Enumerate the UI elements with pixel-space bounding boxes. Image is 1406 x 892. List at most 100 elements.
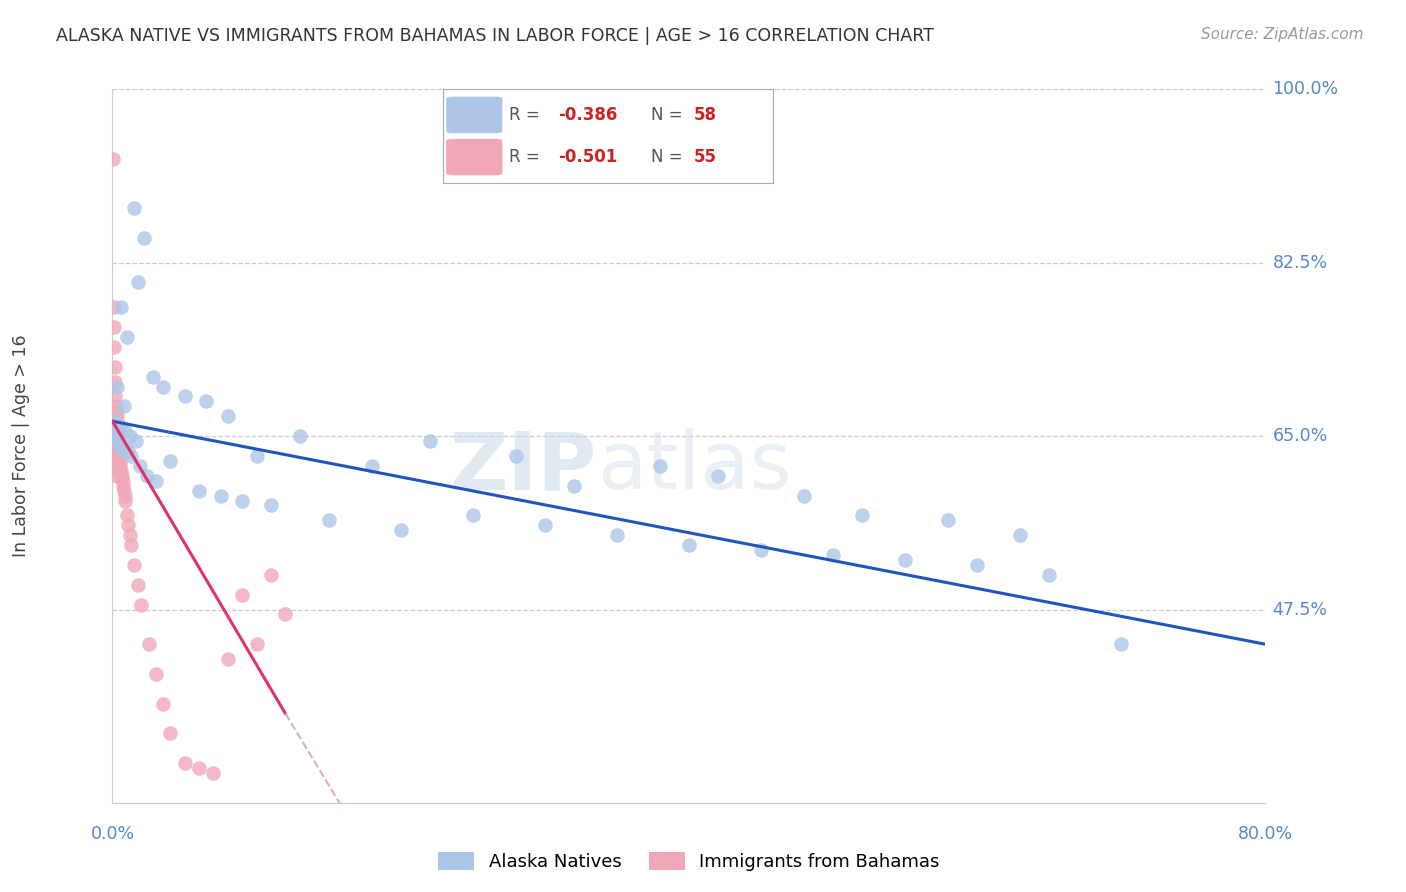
Point	[202, 766, 225, 780]
Point	[114, 489, 136, 503]
Point	[112, 400, 135, 414]
Point	[108, 449, 131, 463]
Point	[231, 493, 253, 508]
Point	[145, 667, 167, 681]
Point	[966, 558, 988, 572]
Text: 65.0%: 65.0%	[1272, 427, 1327, 445]
Point	[152, 379, 174, 393]
Point	[136, 468, 159, 483]
Point	[107, 424, 129, 438]
Text: N =: N =	[651, 148, 688, 166]
Point	[894, 553, 917, 567]
Point	[461, 508, 484, 523]
Point	[104, 359, 127, 374]
Point	[821, 548, 844, 562]
Point	[231, 588, 253, 602]
Point	[105, 419, 128, 434]
Point	[678, 538, 700, 552]
Point	[188, 483, 211, 498]
Point	[111, 468, 134, 483]
Point	[105, 414, 128, 428]
Point	[115, 330, 138, 344]
Point	[111, 439, 134, 453]
Point	[122, 558, 145, 572]
Point	[110, 464, 132, 478]
Point	[648, 458, 672, 473]
Text: -0.501: -0.501	[558, 148, 617, 166]
Point	[505, 449, 527, 463]
Point	[389, 523, 412, 537]
Text: 0.0%: 0.0%	[90, 825, 135, 843]
Legend: Alaska Natives, Immigrants from Bahamas: Alaska Natives, Immigrants from Bahamas	[432, 845, 946, 879]
Text: 55: 55	[695, 148, 717, 166]
FancyBboxPatch shape	[446, 139, 502, 176]
Point	[118, 528, 141, 542]
Point	[419, 434, 441, 448]
Point	[793, 489, 815, 503]
Point	[103, 152, 125, 166]
Point	[114, 424, 136, 438]
Point	[1010, 528, 1032, 542]
Point	[117, 518, 139, 533]
Point	[104, 454, 127, 468]
Point	[103, 340, 125, 354]
Point	[104, 458, 127, 473]
Point	[245, 637, 267, 651]
Point	[360, 458, 382, 473]
Point	[142, 369, 165, 384]
Point	[105, 464, 128, 478]
Point	[159, 726, 181, 740]
Text: 100.0%: 100.0%	[1272, 80, 1339, 98]
Point	[606, 528, 628, 542]
Point	[936, 513, 959, 527]
Point	[107, 434, 129, 448]
Point	[105, 379, 128, 393]
Text: 58: 58	[695, 106, 717, 124]
Point	[288, 429, 311, 443]
Text: N =: N =	[651, 106, 688, 124]
Point	[103, 300, 125, 314]
Point	[274, 607, 297, 622]
Point	[117, 444, 139, 458]
Point	[111, 441, 134, 455]
Point	[103, 437, 125, 451]
Point	[104, 389, 127, 403]
Text: ALASKA NATIVE VS IMMIGRANTS FROM BAHAMAS IN LABOR FORCE | AGE > 16 CORRELATION C: ALASKA NATIVE VS IMMIGRANTS FROM BAHAMAS…	[56, 27, 934, 45]
Point	[107, 429, 129, 443]
Text: Source: ZipAtlas.com: Source: ZipAtlas.com	[1201, 27, 1364, 42]
FancyBboxPatch shape	[446, 96, 502, 133]
Point	[134, 231, 156, 245]
Point	[318, 513, 340, 527]
Point	[118, 429, 141, 443]
Point	[105, 409, 128, 424]
Point	[105, 429, 128, 443]
Point	[562, 478, 585, 492]
Point	[152, 697, 174, 711]
Point	[851, 508, 873, 523]
Point	[209, 489, 232, 503]
Point	[110, 300, 132, 314]
Point	[108, 419, 131, 434]
Point	[260, 567, 283, 582]
Point	[108, 454, 131, 468]
Point	[749, 543, 772, 558]
Point	[159, 454, 181, 468]
Text: R =: R =	[509, 106, 546, 124]
Point	[103, 444, 125, 458]
Point	[115, 508, 138, 523]
Point	[112, 478, 135, 492]
Point	[129, 598, 153, 612]
Point	[1111, 637, 1133, 651]
Point	[188, 761, 211, 775]
Text: 82.5%: 82.5%	[1272, 253, 1327, 272]
Text: 80.0%: 80.0%	[1237, 825, 1294, 843]
Point	[104, 414, 127, 428]
Point	[104, 400, 127, 414]
Text: R =: R =	[509, 148, 546, 166]
Point	[128, 458, 150, 473]
Point	[101, 424, 124, 438]
Point	[1038, 567, 1060, 582]
Point	[103, 431, 125, 445]
Point	[533, 518, 555, 533]
Point	[195, 394, 218, 409]
